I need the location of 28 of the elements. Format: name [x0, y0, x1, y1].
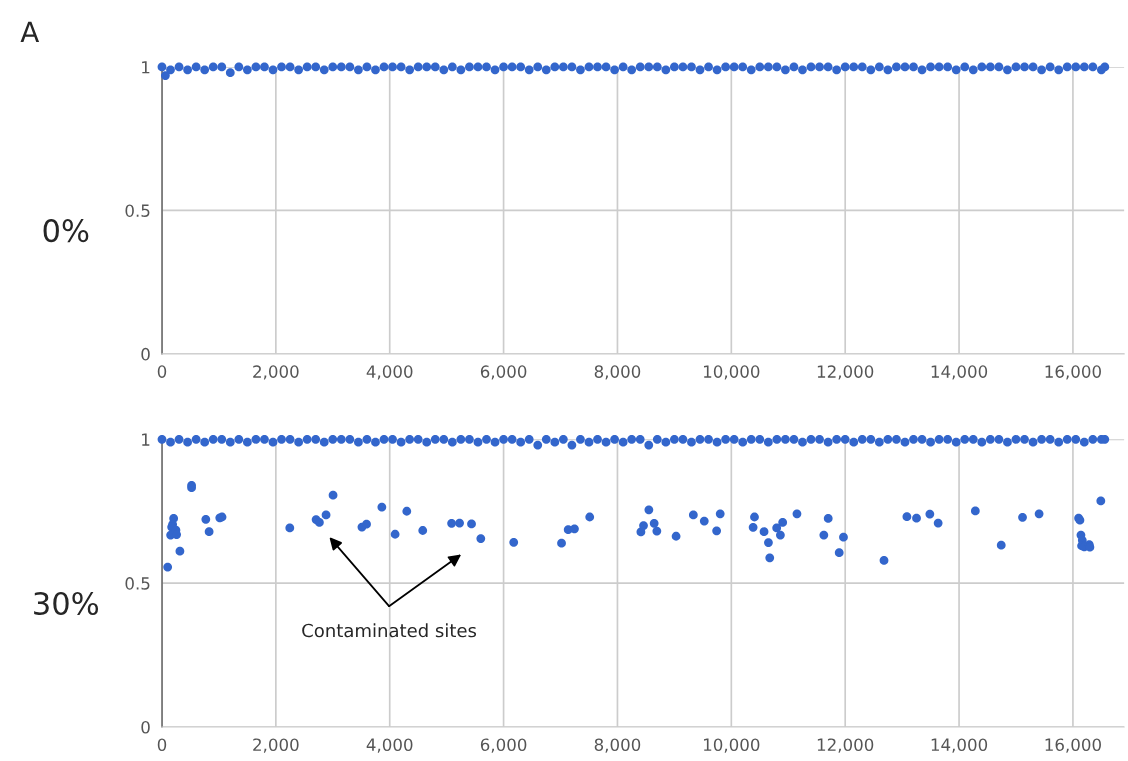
x-tick-label: 4,000 [366, 365, 413, 380]
text: A [20, 21, 40, 42]
x-tick-label: 12,000 [817, 738, 874, 753]
y-tick-label: 0.5 [125, 204, 150, 217]
x-tick-label: 8,000 [594, 365, 641, 380]
x-tick-label: 8,000 [594, 738, 641, 753]
x-tick-label: 10,000 [703, 738, 760, 753]
y-tick-label: 0.5 [125, 577, 150, 590]
x-tick-label: 2,000 [253, 738, 299, 753]
x-tick-label: 0 [157, 365, 167, 378]
y-tick-label: 1 [142, 61, 150, 74]
x-tick-label: 10,000 [703, 365, 760, 380]
x-tick-label: 0 [157, 738, 167, 751]
y-tick-label: 0 [141, 347, 150, 361]
x-tick-label: 16,000 [1045, 365, 1101, 380]
x-tick-label: 16,000 [1045, 738, 1101, 753]
x-tick-label: 6,000 [480, 738, 527, 753]
annotation: Contaminated sites [302, 623, 477, 638]
y-tick-label: 1 [142, 433, 150, 446]
y-axis-title: 30% [34, 591, 99, 616]
x-tick-label: 14,000 [931, 365, 988, 380]
y-axis-title: 0% [43, 219, 89, 243]
x-tick-label: 14,000 [931, 738, 988, 753]
x-tick-label: 12,000 [817, 365, 874, 380]
y-tick-label: 0 [141, 720, 150, 734]
x-tick-label: 2,000 [253, 365, 299, 380]
x-tick-label: 6,000 [480, 365, 527, 380]
x-tick-label: 4,000 [366, 738, 413, 753]
